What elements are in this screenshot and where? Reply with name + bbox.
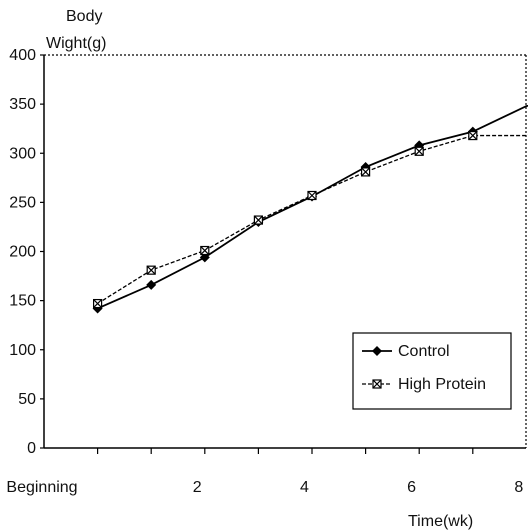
x-tick-label: 2 bbox=[193, 479, 202, 496]
high-protein-point bbox=[200, 245, 210, 256]
control-point bbox=[146, 279, 157, 290]
control-point bbox=[372, 346, 382, 356]
high-protein-point bbox=[361, 167, 371, 177]
control-series-line bbox=[97, 104, 528, 310]
y-tick-label: 150 bbox=[9, 293, 36, 310]
y-tick-label: 0 bbox=[27, 440, 36, 457]
legend: Control High Protein bbox=[352, 332, 512, 410]
high-protein-point bbox=[92, 298, 103, 309]
x-tick-label: 8 bbox=[514, 479, 523, 496]
legend-box bbox=[352, 332, 512, 410]
high-protein-point bbox=[468, 130, 478, 141]
y-tick-label: 250 bbox=[9, 194, 36, 211]
y-tick-label: 50 bbox=[18, 391, 36, 408]
legend-item-high-protein: High Protein bbox=[362, 376, 486, 393]
x-tick-label: Beginning bbox=[6, 479, 77, 496]
high-protein-point bbox=[146, 265, 156, 275]
x-tick-label: 4 bbox=[300, 479, 309, 496]
x-tick-label: 6 bbox=[407, 479, 416, 496]
legend-label: Control bbox=[398, 343, 450, 360]
x-axis-title: Time(wk) bbox=[408, 513, 473, 530]
y-tick-label: 100 bbox=[9, 342, 36, 359]
y-tick-label: 300 bbox=[9, 145, 36, 162]
y-axis-title-line1: Body bbox=[66, 8, 102, 25]
y-tick-label: 350 bbox=[9, 96, 36, 113]
high-protein-point bbox=[372, 379, 382, 389]
high-protein-point bbox=[253, 215, 263, 225]
legend-item-control: Control bbox=[362, 343, 450, 360]
y-tick-label: 200 bbox=[9, 244, 36, 261]
y-axis-title-line2: Wight(g) bbox=[46, 35, 106, 52]
high-protein-series-line bbox=[97, 134, 528, 305]
legend-label: High Protein bbox=[398, 376, 486, 393]
y-tick-label: 400 bbox=[9, 47, 36, 64]
high-protein-point bbox=[414, 146, 424, 156]
high-protein-point bbox=[307, 190, 317, 201]
